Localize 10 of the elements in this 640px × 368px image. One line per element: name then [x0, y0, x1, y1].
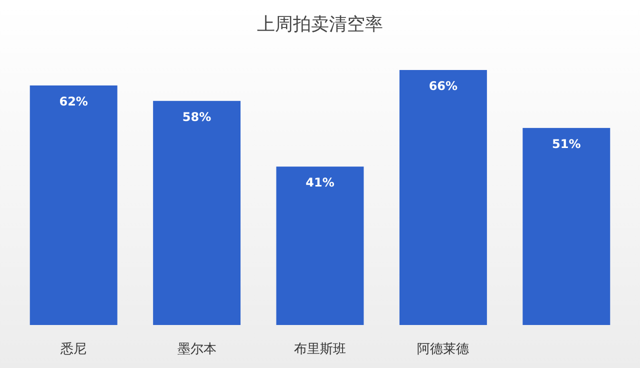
data-label: 41%: [306, 176, 334, 190]
data-label: 66%: [428, 79, 458, 93]
data-label: 62%: [59, 94, 88, 108]
x-tick-label: 阿德莱德: [417, 342, 470, 357]
data-label: 51%: [552, 136, 581, 151]
x-tick-label: 墨尔本: [177, 342, 216, 357]
data-label: 58%: [182, 110, 212, 124]
chart-title: 上周拍卖清空率: [257, 14, 383, 35]
x-tick-label: 悉尼: [60, 342, 87, 357]
x-tick-label: 布里斯班: [294, 342, 346, 357]
